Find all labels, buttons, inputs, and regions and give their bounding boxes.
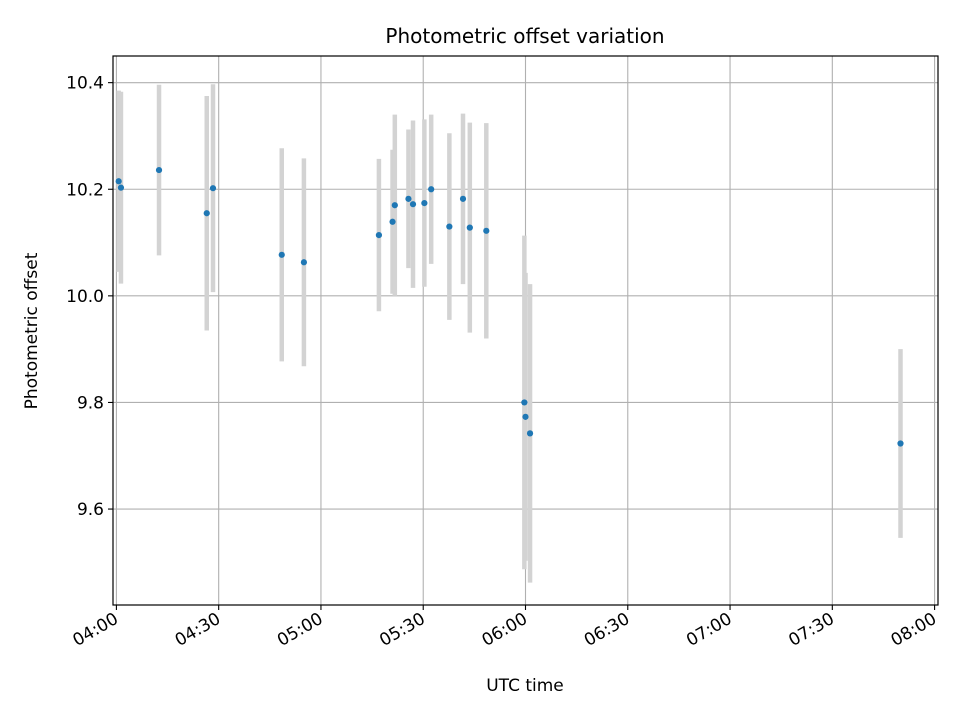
x-tick-label: 07:30 [785, 609, 837, 651]
data-point [897, 440, 904, 447]
data-point [428, 186, 435, 193]
data-point [155, 166, 163, 174]
y-tick-label: 9.8 [77, 393, 104, 413]
data-point [405, 195, 412, 202]
data-point [421, 200, 428, 207]
x-tick-label: 08:00 [888, 609, 940, 651]
x-axis-label: UTC time [486, 676, 564, 696]
x-tick-label: 04:30 [172, 609, 224, 651]
data-point [522, 413, 529, 420]
data-point [209, 185, 217, 192]
y-tick-label: 9.6 [77, 500, 104, 520]
x-tick-label: 06:30 [581, 609, 633, 651]
data-point [446, 223, 453, 230]
data-point [115, 178, 122, 185]
data-point [389, 218, 396, 225]
data-point [459, 195, 467, 202]
x-tick-label: 05:30 [376, 609, 428, 651]
y-axis-label: Photometric offset [22, 252, 42, 409]
data-point [521, 399, 528, 406]
data-point [526, 430, 534, 437]
data-point [483, 227, 490, 234]
x-tick-label: 05:00 [274, 609, 326, 651]
data-point [466, 224, 473, 231]
data-point [409, 201, 417, 208]
data-point [391, 202, 398, 209]
x-tick-label: 06:00 [479, 609, 531, 651]
data-point [278, 251, 285, 258]
x-tick-label: 04:00 [69, 609, 121, 651]
data-point [203, 210, 210, 217]
y-tick-label: 10.2 [66, 180, 104, 200]
x-tick-label: 07:00 [683, 609, 735, 651]
chart-title: Photometric offset variation [385, 24, 664, 48]
data-point [300, 259, 308, 266]
data-point [117, 184, 125, 191]
y-tick-label: 10.4 [66, 74, 104, 94]
data-points [115, 166, 904, 447]
y-tick-label: 10.0 [66, 287, 104, 307]
data-point [375, 231, 383, 239]
